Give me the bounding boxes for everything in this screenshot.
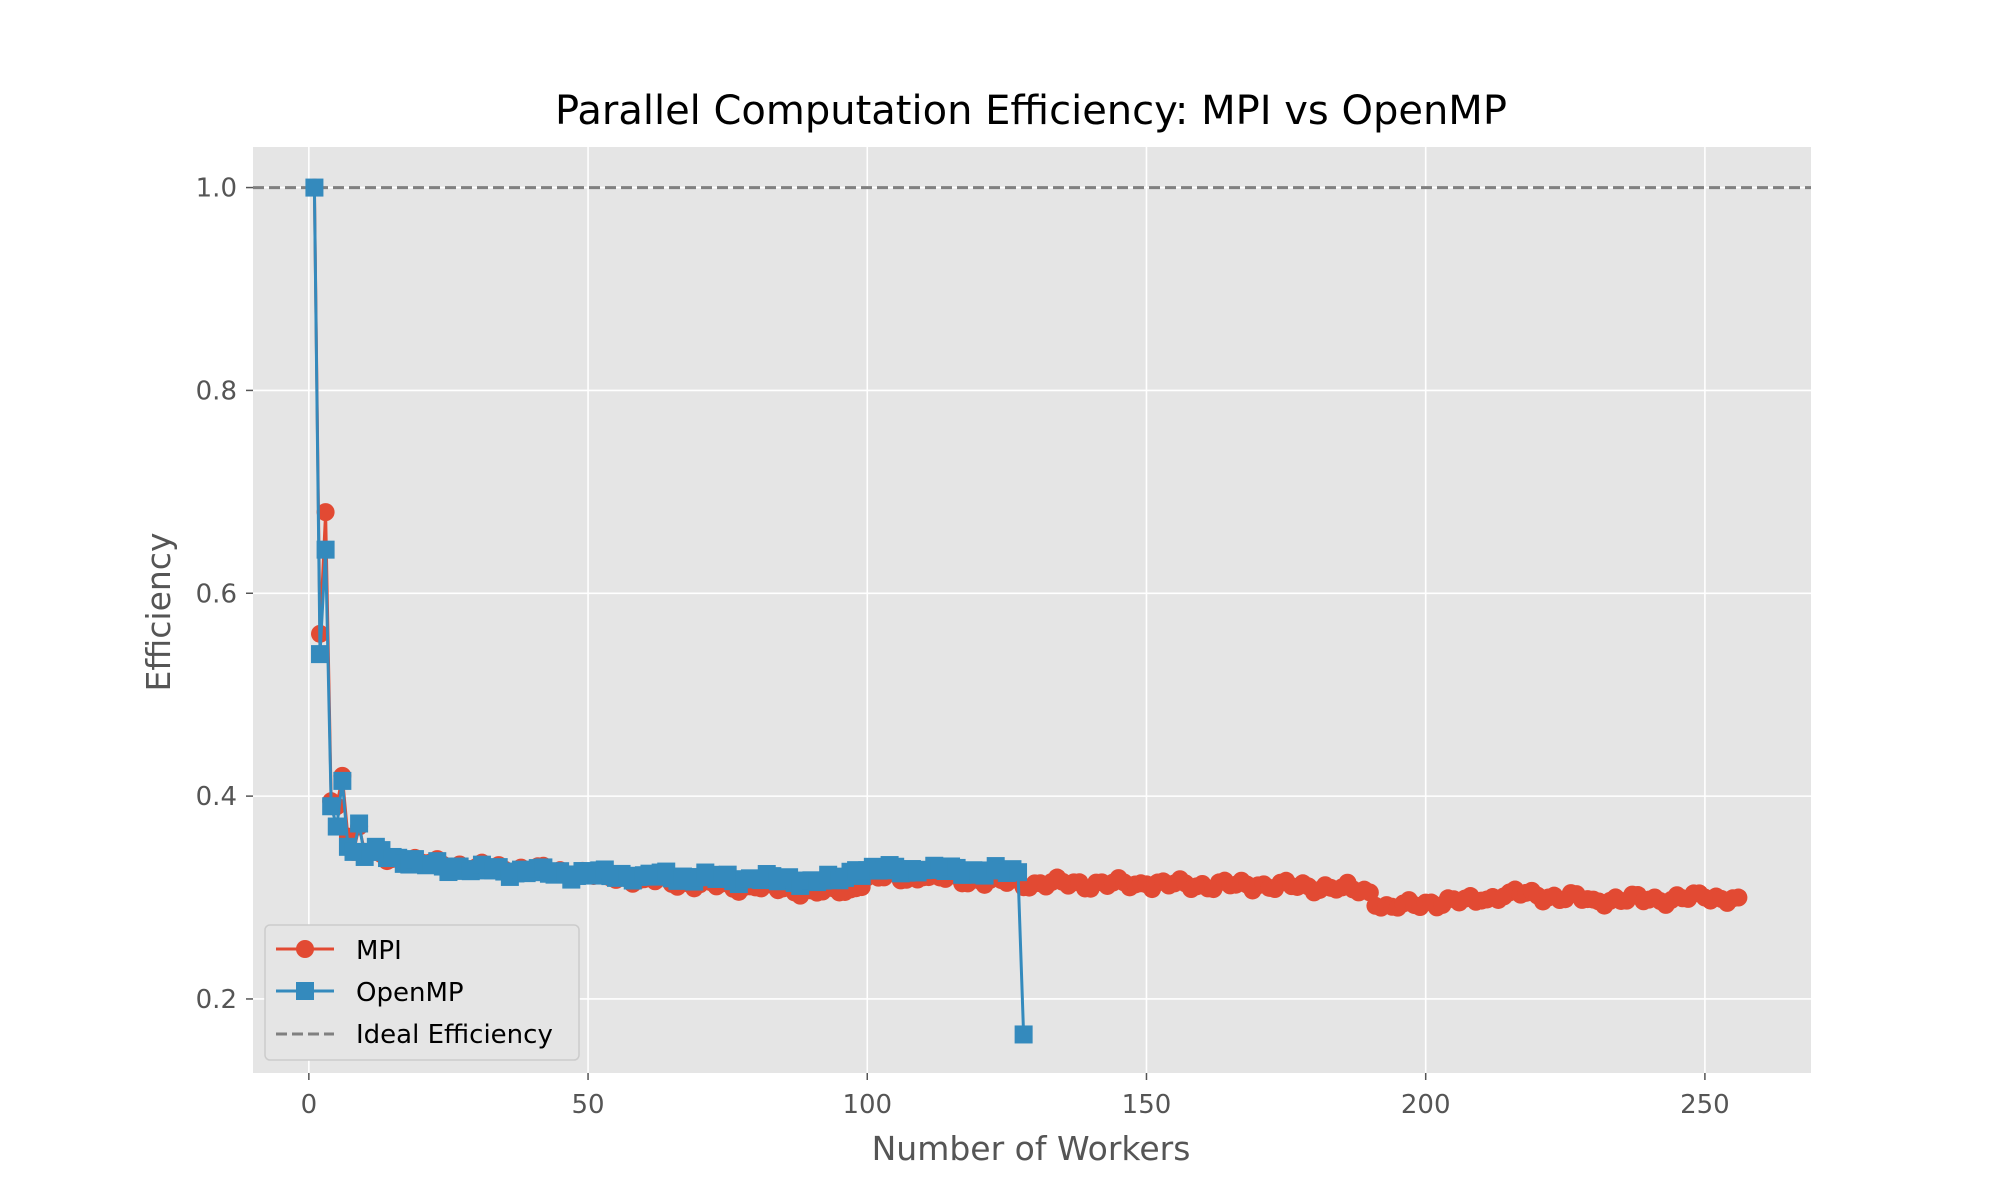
legend: MPI OpenMP Ideal Efficiency	[264, 924, 580, 1061]
legend-openmp-marker	[296, 982, 314, 1000]
openmp-point	[316, 540, 335, 559]
chart-title: Parallel Computation Efficiency: MPI vs …	[555, 88, 1507, 134]
legend-box	[264, 924, 580, 1061]
legend-mpi-label: MPI	[356, 936, 402, 966]
x-tick-label: 100	[842, 1090, 892, 1120]
y-tick-label: 0.2	[196, 985, 237, 1015]
plot-area	[253, 147, 1811, 1073]
legend-ideal-label: Ideal Efficiency	[356, 1020, 553, 1050]
openmp-point	[1014, 1025, 1033, 1044]
legend-mpi-marker	[296, 940, 314, 958]
openmp-point	[350, 814, 369, 833]
x-tick-label: 250	[1680, 1090, 1730, 1120]
y-tick-label: 0.6	[196, 579, 237, 609]
axis-ticks: 0 50 100 150 200 250 0.2 0.4 0.6 0.8 1.0	[196, 174, 1730, 1120]
openmp-point	[333, 771, 352, 790]
openmp-point	[322, 797, 341, 816]
y-tick-label: 0.8	[196, 376, 237, 406]
y-axis-label: Efficiency	[139, 533, 178, 692]
mpi-point	[1729, 888, 1748, 907]
openmp-point	[311, 645, 330, 664]
x-axis-label: Number of Workers	[872, 1129, 1191, 1168]
openmp-series	[305, 178, 1033, 1044]
x-tick-label: 200	[1401, 1090, 1451, 1120]
openmp-point	[1009, 863, 1028, 882]
legend-openmp-label: OpenMP	[356, 978, 464, 1008]
x-tick-label: 0	[301, 1090, 318, 1120]
openmp-point	[305, 178, 324, 197]
y-tick-label: 0.4	[196, 782, 237, 812]
openmp-point	[327, 817, 346, 836]
x-tick-label: 50	[572, 1090, 605, 1120]
x-tick-label: 150	[1122, 1090, 1172, 1120]
mpi-point	[316, 503, 335, 522]
y-tick-label: 1.0	[196, 174, 237, 204]
